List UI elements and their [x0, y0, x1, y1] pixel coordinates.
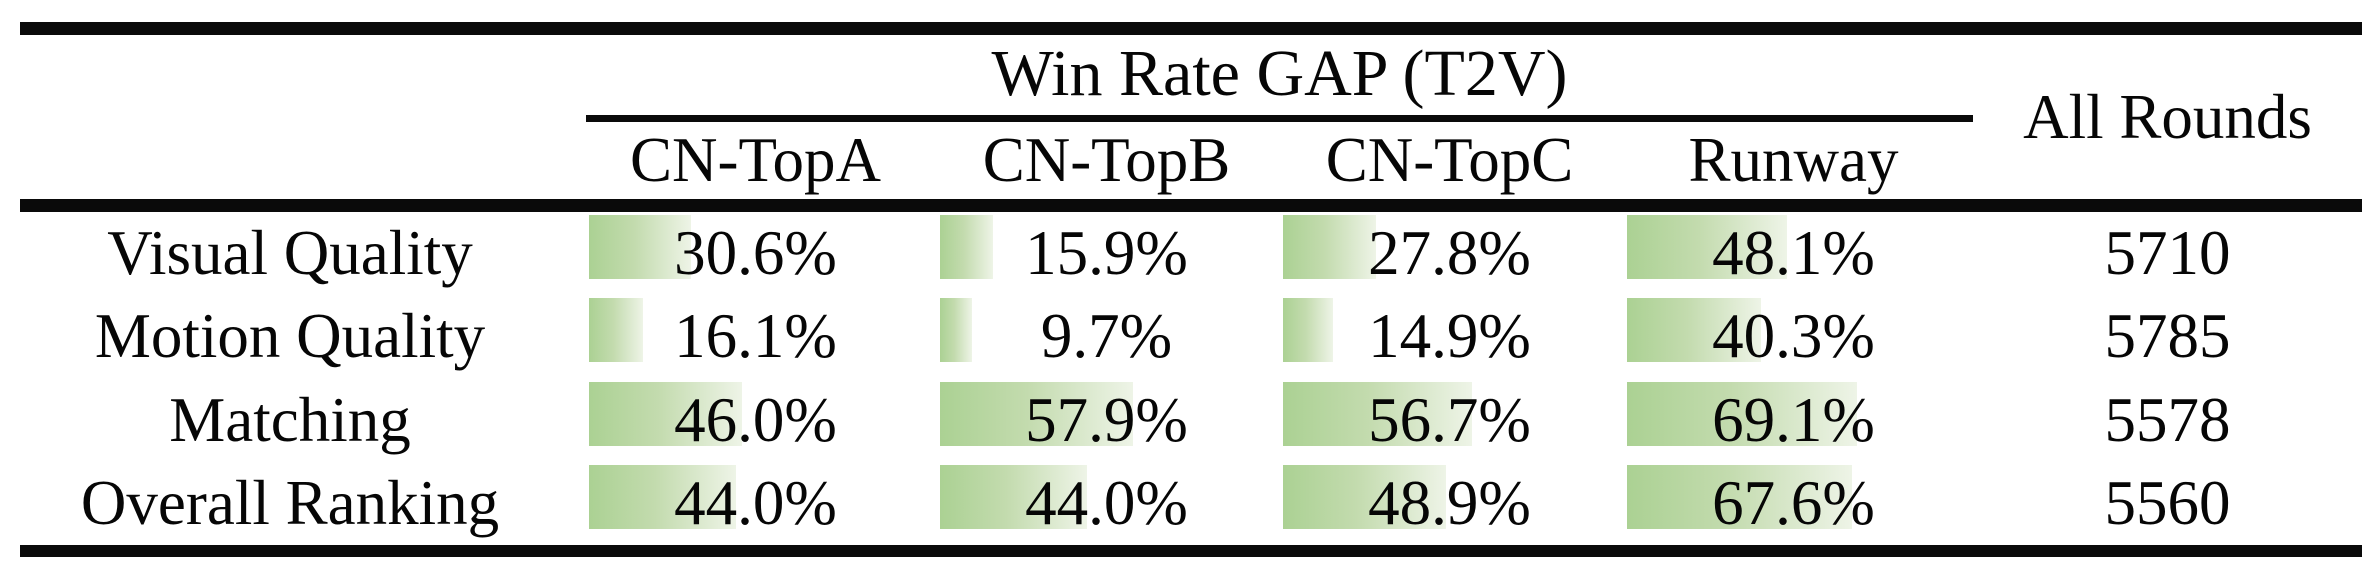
- column-header-runway: Runway: [1688, 125, 1899, 195]
- win-rate-data-bar: [1627, 381, 1858, 446]
- win-rate-cell: 48.9%: [1283, 462, 1616, 545]
- metric-label: Matching: [169, 384, 411, 455]
- metric-label: Overall Ranking: [80, 467, 500, 538]
- table-top-rule: [20, 22, 2362, 35]
- win-rate-value: 48.9%: [1368, 467, 1531, 538]
- win-rate-data-bar: [940, 298, 973, 363]
- win-rate-cell: 27.8%: [1283, 212, 1616, 295]
- table-bottom-rule: [20, 545, 2362, 557]
- win-rate-value: 69.1%: [1712, 384, 1875, 455]
- all-rounds-value: 5785: [2104, 301, 2231, 372]
- win-rate-cell: 48.1%: [1627, 212, 1960, 295]
- win-rate-data-bar: [940, 381, 1133, 446]
- win-rate-cell: 40.3%: [1627, 295, 1960, 378]
- table-row: Visual Quality 30.6% 15.9% 27.8% 48.1% 5710: [0, 212, 2376, 295]
- win-rate-value: 48.1%: [1712, 218, 1875, 289]
- win-rate-data-bar: [1283, 464, 1446, 529]
- column-header-all-rounds: All Rounds: [2023, 82, 2312, 152]
- win-rate-value: 67.6%: [1712, 467, 1875, 538]
- win-rate-data-bar: [1627, 215, 1788, 279]
- win-rate-value: 44.0%: [1025, 467, 1188, 538]
- win-rate-value: 56.7%: [1368, 384, 1531, 455]
- win-rate-value: 46.0%: [674, 384, 837, 455]
- metric-label: Visual Quality: [107, 218, 473, 289]
- win-rate-data-bar: [1283, 215, 1376, 279]
- win-rate-cell: 14.9%: [1283, 295, 1616, 378]
- win-rate-data-bar: [940, 464, 1087, 529]
- win-rate-cell: 9.7%: [940, 295, 1273, 378]
- win-rate-cell: 67.6%: [1627, 462, 1960, 545]
- win-rate-data-bar: [1627, 464, 1853, 529]
- win-rate-data-bar: [589, 298, 643, 363]
- win-rate-value: 14.9%: [1368, 301, 1531, 372]
- win-rate-data-bar: [589, 215, 691, 279]
- column-header-cn-topb: CN-TopB: [982, 125, 1231, 195]
- win-rate-cell: 44.0%: [940, 462, 1273, 545]
- win-rate-cell: 46.0%: [589, 379, 922, 462]
- win-rate-value: 27.8%: [1368, 218, 1531, 289]
- win-rate-value: 40.3%: [1712, 301, 1875, 372]
- win-rate-data-bar: [940, 215, 993, 279]
- table-row: Matching 46.0% 57.9% 56.7% 69.1% 5578: [0, 379, 2376, 462]
- win-rate-value: 44.0%: [674, 467, 837, 538]
- table-row: Motion Quality 16.1% 9.7% 14.9% 40.3% 5785: [0, 295, 2376, 378]
- all-rounds-value: 5560: [2104, 467, 2231, 538]
- win-rate-value: 9.7%: [1040, 301, 1173, 372]
- win-rate-data-bar: [1627, 298, 1762, 363]
- header-separator-rule: [20, 199, 2362, 212]
- win-rate-value: 57.9%: [1025, 384, 1188, 455]
- win-rate-data-bar: [1283, 381, 1472, 446]
- metric-label: Motion Quality: [94, 301, 486, 372]
- win-rate-value: 30.6%: [674, 218, 837, 289]
- win-rate-cell: 16.1%: [589, 295, 922, 378]
- win-rate-cell: 56.7%: [1283, 379, 1616, 462]
- win-rate-cell: 15.9%: [940, 212, 1273, 295]
- win-rate-cell: 44.0%: [589, 462, 922, 545]
- win-rate-data-bar: [589, 381, 743, 446]
- all-rounds-value: 5710: [2104, 218, 2231, 289]
- all-rounds-value: 5578: [2104, 384, 2231, 455]
- win-rate-value: 15.9%: [1025, 218, 1188, 289]
- win-rate-cell: 57.9%: [940, 379, 1273, 462]
- table-body: Visual Quality 30.6% 15.9% 27.8% 48.1% 5710 Mo…: [0, 212, 2376, 545]
- column-header-cn-topc: CN-TopC: [1325, 125, 1574, 195]
- win-rate-cell: 69.1%: [1627, 379, 1960, 462]
- win-rate-data-bar: [589, 464, 736, 529]
- column-header-cn-topa: CN-TopA: [629, 125, 882, 195]
- group-header-win-rate-gap: Win Rate GAP (T2V): [991, 37, 1568, 110]
- group-header-underline-rule: [586, 115, 1973, 122]
- table-row: Overall Ranking 44.0% 44.0% 48.9% 67.6% 5560: [0, 462, 2376, 545]
- win-rate-data-bar: [1283, 298, 1333, 363]
- win-rate-value: 16.1%: [674, 301, 837, 372]
- win-rate-cell: 30.6%: [589, 212, 922, 295]
